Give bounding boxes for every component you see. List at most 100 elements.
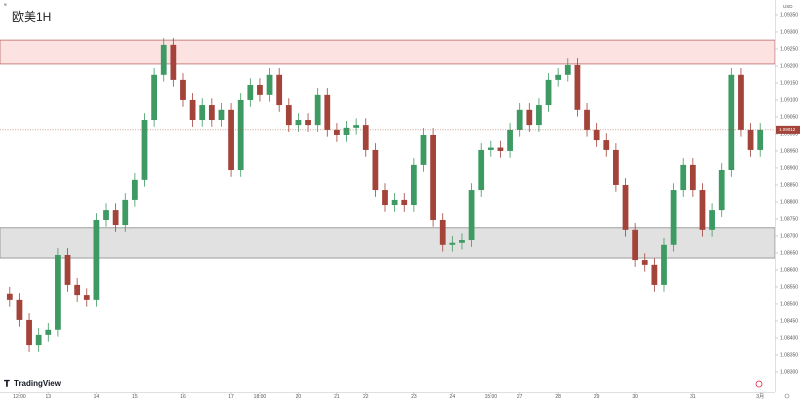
x-tick-label: 23 [411, 394, 417, 400]
candle-body [6, 293, 13, 300]
candle-body [670, 190, 677, 245]
candle-body [122, 199, 129, 226]
y-tick-label: 1.09350 [780, 12, 798, 18]
candle-body [74, 284, 81, 296]
candle-body [622, 184, 629, 230]
x-tick-label: 15:00 [485, 394, 498, 400]
y-tick-label: 1.09250 [780, 46, 798, 52]
candle-body [285, 105, 292, 126]
candle-body [26, 319, 32, 346]
y-tick-label: 1.08350 [780, 352, 798, 358]
candle-body [103, 210, 109, 220]
y-tick-label: 1.08700 [780, 233, 798, 239]
y-tick-label: 1.08300 [780, 369, 798, 375]
x-tick-label: 29 [594, 394, 600, 400]
candle-body [545, 79, 552, 106]
candle-body [324, 94, 331, 130]
candle-body [257, 84, 263, 95]
candle-body [343, 127, 350, 135]
candle-body [391, 199, 398, 206]
candle-body [180, 79, 186, 100]
zone [0, 39, 776, 65]
settings-button[interactable] [784, 393, 790, 399]
y-tick-label: 1.08850 [780, 182, 798, 188]
x-tick-label: 13 [46, 394, 52, 400]
x-tick-label: 17 [228, 394, 234, 400]
x-tick-label: 21 [334, 394, 340, 400]
candle-body [199, 105, 206, 121]
x-tick-label: 30 [632, 394, 638, 400]
candle-body [334, 129, 340, 135]
candle-body [680, 164, 687, 191]
candle-body [314, 94, 321, 126]
chart-title: 欧美1H [12, 10, 51, 24]
candle-body [430, 134, 436, 220]
candle-body [382, 190, 388, 206]
logo-mark: 𝐓 [4, 378, 10, 388]
y-tick-label: 1.08550 [780, 284, 798, 290]
candle-body [228, 109, 234, 170]
candle-body [160, 44, 167, 75]
candle-body [208, 105, 215, 121]
candle-body [295, 120, 302, 126]
candle-body [151, 74, 157, 121]
y-tick-label: 1.09100 [780, 97, 798, 103]
candle-body [439, 219, 446, 245]
candle-body [603, 140, 610, 150]
candle-body [237, 99, 244, 170]
candle-body [641, 260, 648, 265]
candle-body [555, 74, 562, 80]
candle-body [141, 120, 148, 180]
candle-body [16, 299, 23, 320]
candle-body [728, 74, 735, 170]
event-marker[interactable] [755, 380, 763, 388]
candle-body [468, 190, 475, 241]
y-tick-label: 1.08450 [780, 318, 798, 324]
candle-body [449, 242, 456, 245]
candle-body [564, 64, 571, 75]
candle-body [35, 334, 42, 346]
candle-body [45, 329, 52, 335]
y-tick-label: 1.09000 [780, 131, 798, 137]
candle-body [738, 74, 744, 130]
candle-body [266, 74, 273, 95]
candle-body [757, 129, 764, 150]
candle-body [170, 44, 177, 80]
candle-body [55, 254, 61, 330]
candle-body [613, 149, 619, 185]
candle-body [709, 210, 715, 230]
x-tick-label: 15 [132, 394, 138, 400]
candle-body [189, 99, 196, 121]
candle-body [353, 125, 360, 128]
y-tick-label: 1.08900 [780, 165, 798, 171]
candle-body [661, 244, 667, 285]
menu-button[interactable]: ≡ [4, 2, 7, 8]
y-tick-label: 1.09200 [780, 63, 798, 69]
y-tick-label: 1.08500 [780, 301, 798, 307]
y-tick-label: 1.08600 [780, 267, 798, 273]
y-tick-label: 1.09300 [780, 29, 798, 35]
last-price-label: 1.09012 [779, 127, 796, 132]
last-price-tag [776, 125, 800, 134]
x-tick-label: 20 [296, 394, 302, 400]
candle-body [651, 264, 658, 285]
candle-body [362, 125, 369, 150]
candle-body [93, 219, 100, 300]
x-tick-label: 31 [690, 394, 696, 400]
candle-body [584, 109, 590, 130]
candle-body [410, 164, 417, 206]
candle-body [516, 109, 523, 130]
candle-body [112, 210, 119, 226]
candle-body [487, 147, 494, 150]
candle-body [420, 134, 427, 165]
candle-body [689, 164, 696, 191]
y-tick-label: 1.08750 [780, 216, 798, 222]
candle-body [247, 84, 254, 100]
candle-body [218, 109, 225, 121]
candle-body [64, 254, 71, 285]
currency-label: USD [783, 4, 793, 9]
y-tick-label: 1.09050 [780, 114, 798, 120]
y-tick-label: 1.08650 [780, 250, 798, 256]
